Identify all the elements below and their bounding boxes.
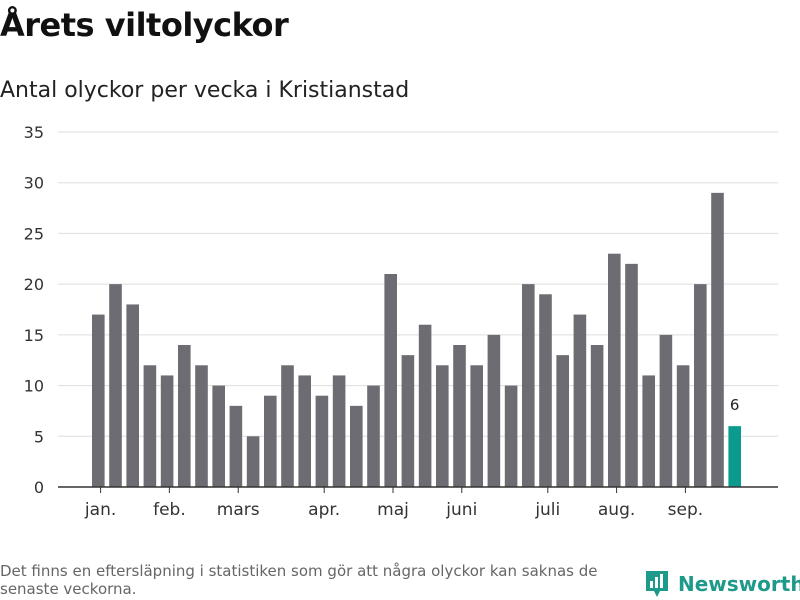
y-tick-label: 10 (24, 377, 44, 396)
x-axis: jan. feb. mars apr. maj juni juli aug. sep. (58, 486, 778, 520)
bar (436, 365, 449, 487)
bar (229, 405, 243, 487)
bar (728, 426, 741, 487)
x-tick-label: feb. (153, 500, 186, 520)
y-tick-label: 0 (34, 478, 44, 497)
y-tick-label: 30 (24, 174, 44, 193)
bar (160, 375, 174, 487)
y-tick-label: 5 (34, 427, 44, 446)
bar (178, 345, 191, 487)
bar (487, 334, 501, 487)
bars (92, 192, 741, 487)
chart-subtitle: Antal olyckor per vecka i Kristianstad (0, 78, 410, 103)
bar-chart-logo-icon (646, 571, 668, 597)
y-tick-label: 20 (24, 275, 44, 294)
bar (246, 436, 260, 487)
bar (212, 385, 225, 487)
bar (384, 274, 397, 487)
data-label: 6 (730, 396, 740, 414)
y-axis-ticks: 0 5 10 15 20 25 30 35 (24, 123, 44, 497)
bar (143, 365, 157, 487)
bar (711, 192, 724, 487)
bar (659, 334, 673, 487)
footnote: Det finns en eftersläpning i statistiken… (0, 562, 598, 598)
bar (642, 375, 655, 487)
bar (573, 314, 587, 487)
bar (298, 375, 311, 487)
bar (453, 345, 466, 487)
x-tick-label: sep. (668, 500, 704, 520)
y-tick-label: 35 (24, 123, 44, 142)
bar (315, 395, 329, 487)
data-labels: 6 (730, 396, 740, 414)
bar-chart: 0 5 10 15 20 25 30 35 jan. feb. mars apr. maj juni ju… (24, 123, 778, 520)
bar (109, 284, 122, 487)
bar (332, 375, 346, 487)
bar (401, 355, 415, 487)
x-tick-label: mars (217, 500, 260, 520)
bar (504, 385, 518, 487)
x-tick-label: juni (445, 500, 477, 520)
x-tick-label: maj (377, 500, 409, 520)
x-tick-label: jan. (84, 500, 116, 520)
bar (195, 365, 208, 487)
bar (625, 263, 638, 487)
bar (367, 385, 380, 487)
bar (350, 405, 363, 487)
brand-logo[interactable]: Newsworthy (644, 569, 800, 599)
bar (590, 345, 604, 487)
bar (418, 324, 432, 487)
bar (676, 365, 690, 487)
chart-title: Årets viltolyckor (0, 6, 289, 44)
x-tick-label: aug. (598, 500, 635, 520)
y-tick-label: 25 (24, 224, 44, 243)
bar (522, 284, 535, 487)
bar (281, 365, 294, 487)
bar (92, 314, 105, 487)
bar (694, 284, 707, 487)
x-tick-label: apr. (308, 500, 340, 520)
bar (608, 253, 621, 487)
brand-name: Newsworthy (678, 572, 800, 596)
x-tick-label: juli (534, 500, 560, 520)
y-tick-label: 15 (24, 326, 44, 345)
bar (556, 355, 569, 487)
bar (470, 365, 483, 487)
bar (264, 395, 277, 487)
bar (539, 294, 552, 487)
bar (126, 304, 139, 487)
